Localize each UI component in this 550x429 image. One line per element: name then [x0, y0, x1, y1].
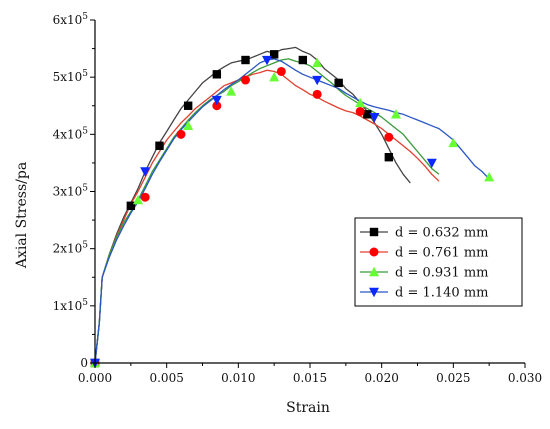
- series-1-point: [298, 55, 308, 65]
- series-3-point: [484, 172, 495, 182]
- x-axis-title: Strain: [286, 400, 330, 416]
- series-3-point: [269, 71, 280, 82]
- y-tick-label: 5x105: [53, 69, 89, 84]
- series-2-point: [384, 132, 394, 142]
- series-2-point: [355, 106, 365, 116]
- legend: d = 0.632 mm d = 0.761 mm d = 0.931 mm d = …: [354, 217, 523, 307]
- series-1-point: [334, 78, 343, 88]
- series-line-2: [94, 69, 440, 364]
- series-2-point: [140, 192, 150, 202]
- series-1-point: [183, 101, 193, 110]
- x-tick-label: 0.020: [364, 371, 398, 385]
- series-3-point: [391, 109, 401, 119]
- legend-label-4: d = 1.140 mm: [395, 286, 488, 301]
- series-2-point: [312, 89, 322, 99]
- axes: 0.000 0.005 0.010 0.015 0.020 0.025 0.030 0 1x10…: [53, 12, 543, 385]
- series-3-point: [226, 86, 237, 96]
- series-line-4: [94, 58, 490, 364]
- series-3-point: [312, 57, 323, 68]
- y-axis-title: Axial Stress/pa: [14, 162, 30, 269]
- series-1-point: [384, 153, 394, 162]
- legend-label-3: d = 0.931 mm: [395, 266, 488, 281]
- series-3-point: [183, 120, 194, 130]
- series-4-point: [211, 95, 222, 106]
- legend-marker-3: [369, 266, 379, 277]
- series-1-point: [155, 141, 164, 150]
- series-4-point: [140, 167, 151, 177]
- series-3-point: [133, 194, 143, 205]
- series-1-point: [269, 50, 279, 59]
- legend-marker-4: [369, 287, 379, 298]
- x-tick-label: 0.015: [293, 371, 327, 385]
- series-2-point: [241, 75, 250, 85]
- x-tick-label: 0.030: [508, 371, 542, 385]
- series-4-point: [426, 158, 437, 169]
- legend-label-1: d = 0.632 mm: [395, 226, 488, 241]
- x-tick-label: 0.000: [78, 371, 112, 385]
- series-4-point: [369, 112, 380, 123]
- series-1-point: [212, 70, 222, 79]
- series-lines: [94, 46, 490, 364]
- series-3-point: [448, 137, 459, 148]
- y-tick-label: 3x105: [53, 184, 89, 199]
- y-tick-label: 6x105: [53, 12, 89, 27]
- legend-marker-2: [369, 247, 379, 257]
- legend-marker-1: [369, 227, 379, 237]
- series-2-point: [176, 129, 186, 139]
- series-2-point: [276, 66, 286, 76]
- x-tick-label: 0.010: [221, 371, 255, 385]
- series-4-point: [262, 55, 272, 66]
- y-tick-label: 1x105: [53, 298, 89, 313]
- y-tick-label: 2x105: [53, 241, 89, 256]
- series-1-point: [126, 201, 136, 210]
- series-1-point: [363, 110, 372, 119]
- x-tick-label: 0.005: [149, 371, 183, 385]
- series-2-point: [212, 101, 222, 111]
- series-line-3: [94, 58, 440, 364]
- y-tick-label: 4x105: [53, 126, 89, 141]
- series-1-point: [241, 55, 250, 65]
- series-3-point: [355, 97, 366, 108]
- series-markers: [90, 50, 495, 369]
- x-tick-label: 0.025: [436, 371, 470, 385]
- y-tick-label: 0: [80, 356, 88, 370]
- legend-box: [354, 217, 523, 307]
- series-4-point: [312, 75, 323, 86]
- legend-label-2: d = 0.761 mm: [395, 246, 488, 261]
